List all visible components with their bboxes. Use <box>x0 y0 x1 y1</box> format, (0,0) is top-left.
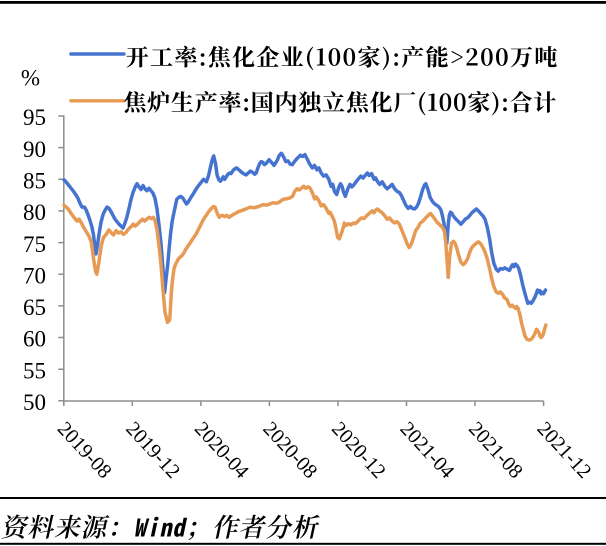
svg-text:%: % <box>21 66 40 91</box>
svg-text:90: 90 <box>23 137 46 162</box>
svg-text:70: 70 <box>23 263 46 288</box>
svg-text:50: 50 <box>23 390 46 415</box>
svg-text:55: 55 <box>23 358 46 383</box>
svg-text:65: 65 <box>23 295 46 320</box>
svg-text:75: 75 <box>23 232 46 257</box>
svg-text:85: 85 <box>23 169 46 194</box>
svg-text:80: 80 <box>23 200 46 225</box>
svg-text:60: 60 <box>23 327 46 352</box>
svg-text:95: 95 <box>23 105 46 130</box>
